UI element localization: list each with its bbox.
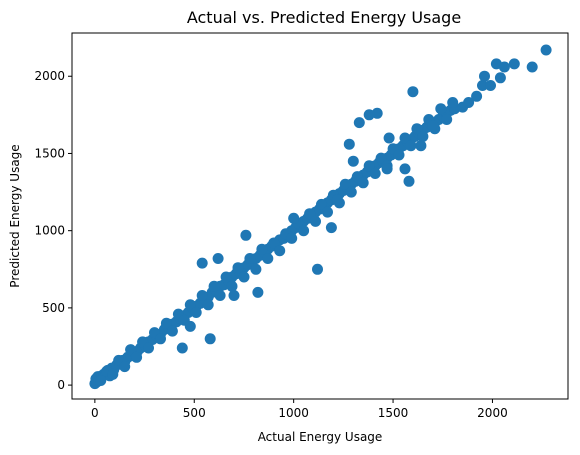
chart-title: Actual vs. Predicted Energy Usage [187, 8, 461, 27]
data-point [479, 70, 490, 82]
data-point [196, 257, 208, 269]
plot-frame [71, 32, 569, 400]
data-point [526, 61, 538, 73]
data-point [369, 168, 381, 179]
data-point [347, 155, 359, 167]
y-tick-label: 2000 [34, 69, 65, 83]
data-point [176, 342, 188, 354]
data-point [485, 80, 496, 91]
data-point [252, 286, 264, 298]
data-point [208, 280, 220, 292]
data-point [363, 109, 375, 121]
data-point [107, 368, 119, 380]
x-axis-ticks: 0 500 1000 1500 2000 [91, 399, 508, 420]
data-point [286, 232, 298, 244]
data-point [256, 243, 268, 255]
data-point [508, 58, 520, 70]
data-point [405, 140, 417, 152]
y-tick-label: 500 [42, 301, 65, 315]
data-point [268, 237, 280, 249]
y-axis-label: Predicted Energy Usage [8, 144, 22, 287]
data-point [441, 114, 453, 125]
data-point [447, 97, 459, 108]
data-point [411, 123, 423, 135]
data-point [155, 333, 166, 345]
data-point [220, 271, 232, 283]
data-point [212, 253, 224, 264]
data-point [288, 212, 300, 224]
data-point [244, 253, 256, 264]
data-point [238, 271, 250, 283]
data-point [498, 61, 510, 73]
data-point [250, 263, 262, 275]
data-point [312, 263, 323, 275]
data-point [463, 97, 475, 108]
x-axis-label: Actual Energy Usage [258, 430, 383, 444]
data-point [322, 206, 333, 218]
x-tick-label: 0 [91, 406, 99, 420]
data-point [417, 131, 429, 142]
data-point [160, 317, 172, 329]
data-point [375, 152, 387, 164]
data-point [240, 229, 252, 241]
data-point [228, 290, 240, 301]
data-point [381, 163, 393, 175]
data-point [415, 140, 427, 152]
data-point [310, 215, 321, 227]
data-point [471, 90, 483, 102]
data-point [143, 342, 154, 354]
data-point [477, 80, 488, 91]
data-points [89, 44, 552, 390]
y-axis-ticks: 0 500 1000 1500 2000 [34, 69, 72, 392]
data-point [226, 280, 238, 292]
data-point [393, 149, 405, 161]
data-point [353, 117, 365, 129]
data-point [407, 86, 419, 98]
data-point [399, 132, 411, 144]
data-point [383, 132, 395, 144]
data-point [214, 290, 226, 301]
data-point [190, 307, 202, 318]
data-point [232, 262, 244, 274]
data-point [184, 320, 196, 332]
data-point [331, 194, 343, 206]
data-point [494, 72, 506, 84]
y-tick-label: 1000 [34, 224, 65, 238]
data-point [403, 175, 415, 187]
data-point [166, 325, 178, 337]
data-point [274, 245, 286, 257]
data-point [298, 225, 310, 237]
data-point [339, 178, 351, 190]
data-point [325, 222, 337, 234]
x-tick-label: 1000 [278, 406, 309, 420]
data-point [95, 375, 107, 386]
data-point [316, 198, 327, 210]
data-point [363, 160, 375, 172]
data-point [304, 208, 316, 220]
x-tick-label: 1500 [378, 406, 409, 420]
data-point [131, 351, 143, 363]
data-point [435, 103, 447, 115]
data-point [202, 299, 214, 311]
data-point [196, 290, 208, 301]
data-point [399, 163, 411, 175]
data-point [119, 361, 131, 373]
y-tick-label: 1500 [34, 146, 65, 160]
data-point [345, 186, 357, 198]
data-point [427, 120, 439, 132]
data-point [184, 299, 196, 311]
data-point [343, 138, 355, 150]
data-point [357, 177, 369, 189]
x-tick-label: 2000 [477, 406, 508, 420]
data-point [540, 44, 552, 56]
x-tick-label: 500 [183, 406, 206, 420]
data-point [204, 333, 216, 345]
y-tick-label: 0 [57, 378, 65, 392]
data-point [125, 344, 137, 356]
data-point [262, 253, 274, 264]
